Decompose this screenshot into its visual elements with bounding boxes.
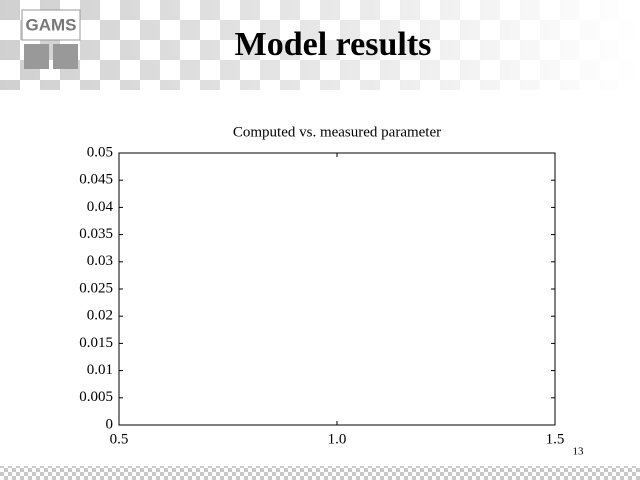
y-tick-label: 0.035 — [79, 226, 113, 242]
y-tick-label: 0.03 — [87, 253, 113, 269]
y-tick-label: 0.05 — [87, 144, 113, 160]
footer-pattern — [0, 466, 640, 480]
x-tick-label: 1.5 — [546, 431, 565, 447]
logo-block — [24, 44, 49, 69]
y-tick-label: 0.005 — [79, 389, 113, 405]
y-tick-label: 0 — [106, 416, 114, 432]
chart-title: Computed vs. measured parameter — [233, 124, 441, 140]
slide-title: Model results — [235, 26, 432, 63]
y-tick-label: 0.025 — [79, 280, 113, 296]
logo-text: GAMS — [26, 15, 77, 34]
page-number: 13 — [573, 446, 585, 458]
logo-block — [53, 44, 78, 69]
x-tick-label: 0.5 — [110, 431, 129, 447]
y-tick-label: 0.045 — [79, 172, 113, 188]
x-tick-label: 1.0 — [328, 431, 347, 447]
y-tick-label: 0.01 — [87, 362, 113, 378]
y-tick-label: 0.015 — [79, 335, 113, 351]
logo: GAMS — [21, 9, 81, 69]
y-tick-label: 0.04 — [87, 199, 114, 215]
plot-frame — [118, 152, 556, 426]
y-tick-label: 0.02 — [87, 308, 113, 324]
logo-box — [21, 9, 81, 41]
background-pattern — [0, 0, 640, 90]
